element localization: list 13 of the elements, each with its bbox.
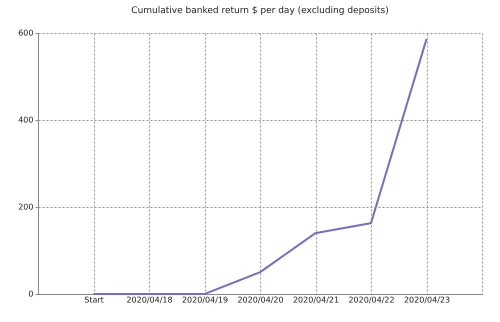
x-tick-label: 2020/04/19 bbox=[182, 296, 228, 304]
y-tick-label: 200 bbox=[18, 202, 34, 212]
x-tick-label: 2020/04/21 bbox=[292, 296, 340, 304]
y-tick-label: 600 bbox=[18, 28, 34, 38]
line-series bbox=[92, 38, 428, 295]
x-tick-label: 2020/04/22 bbox=[348, 296, 395, 304]
x-tick-label: 2020/04/18 bbox=[126, 296, 173, 304]
y-tick-label: 400 bbox=[18, 116, 34, 124]
y-tick-label: 0 bbox=[28, 290, 34, 298]
x-tick-label: Start bbox=[84, 296, 104, 304]
chart-title: Cumulative banked return $ per day (excluding deposits) bbox=[131, 6, 389, 16]
x-tick-label: 2020/04/20 bbox=[237, 296, 284, 304]
x-tick-label: 2020/04/23 bbox=[404, 296, 450, 304]
